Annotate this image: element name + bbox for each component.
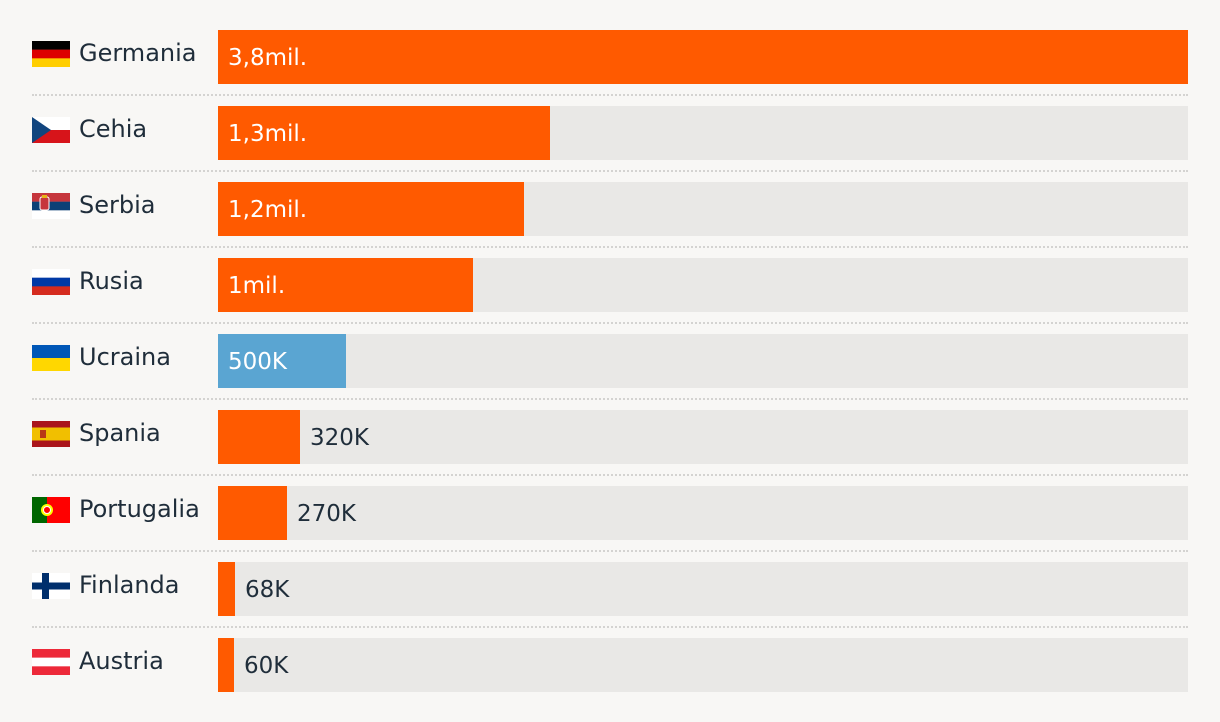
row-separator <box>32 322 1188 324</box>
bar <box>218 182 524 236</box>
bar-row-finlanda: Finlanda 68K <box>0 562 1220 616</box>
row-separator <box>32 398 1188 400</box>
bar-track <box>218 638 1188 692</box>
row-separator <box>32 474 1188 476</box>
austria-flag-icon <box>32 649 70 675</box>
category-label: Austria <box>79 647 164 675</box>
value-label: 60K <box>244 653 289 679</box>
bar <box>218 638 234 692</box>
bar-row-ucraina: Ucraina 500K <box>0 334 1220 388</box>
serbia-flag-icon <box>32 193 70 219</box>
bar <box>218 106 550 160</box>
germany-flag-icon <box>32 41 70 67</box>
category-label: Finlanda <box>79 571 180 599</box>
row-separator <box>32 246 1188 248</box>
category-label: Ucraina <box>79 343 171 371</box>
category-label: Cehia <box>79 115 148 143</box>
row-separator <box>32 626 1188 628</box>
bar <box>218 30 1188 84</box>
category-label: Germania <box>79 39 197 67</box>
bar-row-austria: Austria 60K <box>0 638 1220 692</box>
value-label: 270K <box>297 501 356 527</box>
bar <box>218 486 287 540</box>
value-label: 3,8mil. <box>228 45 308 71</box>
row-separator <box>32 94 1188 96</box>
portugal-flag-icon <box>32 497 70 523</box>
bar-row-serbia: Serbia 1,2mil. <box>0 182 1220 236</box>
bar <box>218 334 346 388</box>
ukraine-flag-icon <box>32 345 70 371</box>
category-label: Serbia <box>79 191 156 219</box>
value-label: 500K <box>228 349 287 375</box>
category-label: Portugalia <box>79 495 200 523</box>
value-label: 1,3mil. <box>228 121 308 147</box>
category-label: Rusia <box>79 267 144 295</box>
bar-row-spania: Spania 320K <box>0 410 1220 464</box>
bar <box>218 258 473 312</box>
bar-row-rusia: Rusia 1mil. <box>0 258 1220 312</box>
finland-flag-icon <box>32 573 70 599</box>
category-label: Spania <box>79 419 161 447</box>
bar-row-cehia: Cehia 1,3mil. <box>0 106 1220 160</box>
bar <box>218 410 300 464</box>
value-label: 68K <box>245 577 290 603</box>
bar-row-germania: Germania 3,8mil. <box>0 30 1220 84</box>
bar-track <box>218 334 1188 388</box>
row-separator <box>32 550 1188 552</box>
russia-flag-icon <box>32 269 70 295</box>
bar <box>218 562 235 616</box>
value-label: 1,2mil. <box>228 197 308 223</box>
czech-flag-icon <box>32 117 70 143</box>
value-label: 1mil. <box>228 273 286 299</box>
spain-flag-icon <box>32 421 70 447</box>
bar-track <box>218 562 1188 616</box>
value-label: 320K <box>310 425 369 451</box>
bar-track <box>218 486 1188 540</box>
bar-row-portugalia: Portugalia 270K <box>0 486 1220 540</box>
bar-track <box>218 410 1188 464</box>
row-separator <box>32 170 1188 172</box>
